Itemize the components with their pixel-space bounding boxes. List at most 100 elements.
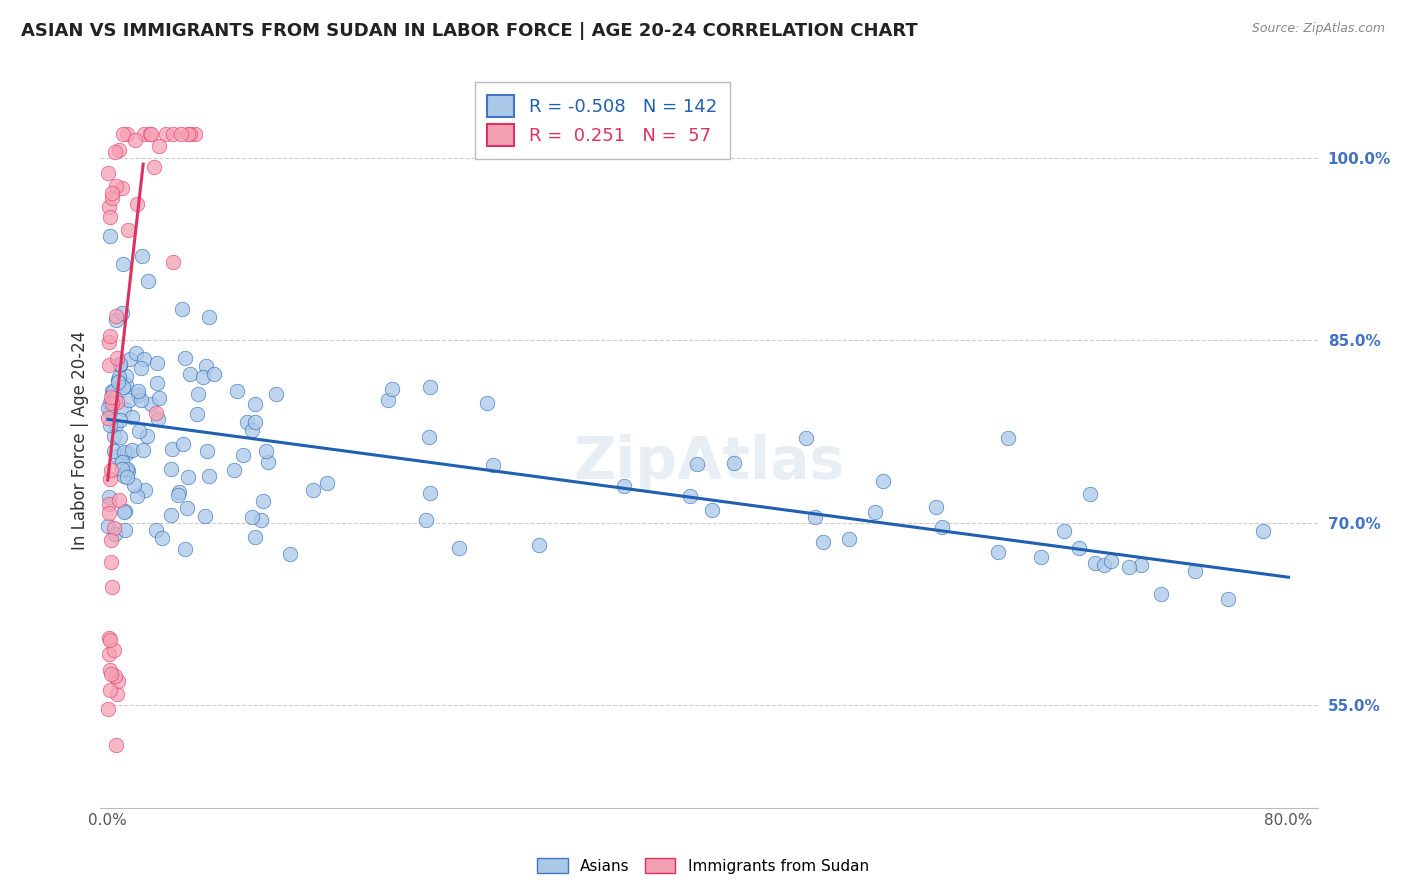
Point bbox=[101, 191, 124, 205]
Point bbox=[134, 483, 156, 497]
Point bbox=[104, 309, 127, 323]
Point bbox=[278, 548, 301, 562]
Point bbox=[1067, 541, 1090, 555]
Point bbox=[678, 489, 700, 503]
Point bbox=[114, 463, 136, 477]
Point bbox=[160, 462, 183, 476]
Point bbox=[112, 402, 135, 417]
Point bbox=[167, 484, 190, 499]
Point bbox=[127, 489, 149, 503]
Point bbox=[111, 180, 134, 194]
Point bbox=[1251, 524, 1274, 538]
Point bbox=[1118, 559, 1140, 574]
Point bbox=[114, 504, 136, 518]
Point bbox=[527, 538, 550, 552]
Point bbox=[145, 407, 167, 421]
Point bbox=[100, 533, 122, 547]
Point bbox=[194, 359, 217, 373]
Point bbox=[132, 442, 155, 457]
Point bbox=[98, 497, 121, 511]
Point bbox=[100, 667, 122, 681]
Point bbox=[184, 127, 207, 141]
Point bbox=[111, 462, 134, 476]
Point bbox=[225, 384, 247, 398]
Point bbox=[700, 502, 723, 516]
Point bbox=[145, 524, 167, 538]
Point bbox=[101, 186, 124, 200]
Point bbox=[105, 450, 128, 464]
Point bbox=[179, 127, 201, 141]
Point bbox=[101, 395, 124, 409]
Point bbox=[98, 472, 121, 486]
Point bbox=[1099, 554, 1122, 568]
Point bbox=[838, 532, 860, 546]
Point bbox=[98, 633, 121, 648]
Point bbox=[98, 417, 121, 432]
Point bbox=[138, 127, 160, 141]
Point bbox=[187, 387, 209, 401]
Point bbox=[145, 376, 167, 391]
Point bbox=[803, 509, 825, 524]
Point bbox=[98, 663, 121, 677]
Point bbox=[97, 631, 120, 645]
Point bbox=[146, 356, 169, 370]
Text: ASIAN VS IMMIGRANTS FROM SUDAN IN LABOR FORCE | AGE 20-24 CORRELATION CHART: ASIAN VS IMMIGRANTS FROM SUDAN IN LABOR … bbox=[21, 22, 918, 40]
Point bbox=[132, 352, 155, 367]
Point bbox=[925, 500, 948, 514]
Point bbox=[98, 490, 121, 504]
Point bbox=[143, 160, 166, 174]
Point bbox=[381, 382, 404, 396]
Point bbox=[125, 345, 148, 359]
Point bbox=[121, 410, 143, 425]
Point bbox=[1029, 550, 1052, 565]
Point bbox=[245, 415, 267, 429]
Point bbox=[131, 392, 153, 407]
Point bbox=[173, 351, 195, 366]
Point bbox=[104, 669, 127, 683]
Point bbox=[146, 412, 169, 426]
Point bbox=[794, 431, 817, 445]
Point bbox=[177, 470, 200, 484]
Text: Source: ZipAtlas.com: Source: ZipAtlas.com bbox=[1251, 22, 1385, 36]
Point bbox=[110, 358, 132, 372]
Point bbox=[179, 368, 201, 382]
Point bbox=[100, 463, 122, 477]
Point bbox=[169, 127, 191, 141]
Point bbox=[136, 274, 159, 288]
Point bbox=[419, 486, 441, 500]
Y-axis label: In Labor Force | Age 20-24: In Labor Force | Age 20-24 bbox=[72, 331, 89, 550]
Point bbox=[257, 455, 280, 469]
Point bbox=[111, 455, 134, 469]
Point bbox=[243, 530, 266, 544]
Point bbox=[931, 520, 953, 534]
Point bbox=[162, 254, 184, 268]
Point bbox=[1129, 558, 1152, 573]
Point bbox=[104, 738, 127, 752]
Point bbox=[107, 492, 129, 507]
Point bbox=[104, 527, 127, 541]
Point bbox=[155, 127, 177, 141]
Point bbox=[863, 504, 886, 518]
Point bbox=[107, 143, 129, 157]
Legend: R = -0.508   N = 142, R =  0.251   N =  57: R = -0.508 N = 142, R = 0.251 N = 57 bbox=[475, 82, 730, 159]
Point bbox=[112, 127, 135, 141]
Point bbox=[162, 127, 184, 141]
Point bbox=[103, 443, 125, 458]
Point bbox=[160, 442, 183, 456]
Point bbox=[193, 370, 215, 384]
Point bbox=[202, 368, 225, 382]
Point bbox=[98, 329, 121, 343]
Point bbox=[97, 506, 120, 520]
Point bbox=[987, 545, 1010, 559]
Point bbox=[98, 405, 121, 419]
Point bbox=[150, 531, 173, 545]
Point bbox=[174, 542, 197, 557]
Point bbox=[115, 377, 138, 392]
Point bbox=[107, 674, 129, 689]
Point bbox=[100, 390, 122, 404]
Point bbox=[449, 541, 471, 555]
Point bbox=[475, 396, 498, 410]
Point bbox=[872, 474, 894, 488]
Point bbox=[107, 375, 129, 389]
Point bbox=[108, 369, 131, 384]
